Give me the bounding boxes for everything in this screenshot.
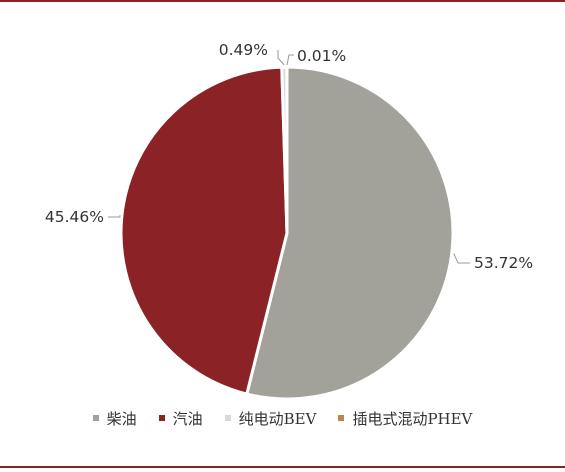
leader-line-bev <box>277 50 285 66</box>
legend-item-diesel: 柴油 <box>92 408 137 429</box>
data-label-diesel: 53.72% <box>474 254 533 272</box>
legend-swatch-bev <box>224 415 231 421</box>
pie-slice-gasoline <box>119 65 289 396</box>
legend-label-phev: 插电式混动PHEV <box>352 409 473 428</box>
legend-swatch-diesel <box>92 415 99 421</box>
pie-slice-diesel <box>245 65 455 401</box>
legend-label-bev: 纯电动BEV <box>238 409 317 428</box>
leader-line-phev <box>286 54 294 66</box>
data-label-gasoline: 45.46% <box>45 208 104 226</box>
legend-item-phev: 插电式混动PHEV <box>338 408 472 429</box>
legend-label-gasoline: 汽油 <box>172 409 203 428</box>
legend-item-bev: 纯电动BEV <box>224 408 317 429</box>
top-rule <box>0 0 565 2</box>
legend-swatch-gasoline <box>158 415 165 421</box>
leader-line-gasoline <box>108 215 121 218</box>
data-label-phev: 0.01% <box>297 47 346 65</box>
legend: 柴油 汽油 纯电动BEV 插电式混动PHEV <box>0 405 565 431</box>
legend-label-diesel: 柴油 <box>106 409 137 428</box>
leader-line-diesel <box>453 253 470 264</box>
bottom-rule <box>0 466 565 468</box>
data-label-bev: 0.49% <box>219 41 268 59</box>
legend-swatch-phev <box>338 415 345 421</box>
legend-item-gasoline: 汽油 <box>158 408 203 429</box>
